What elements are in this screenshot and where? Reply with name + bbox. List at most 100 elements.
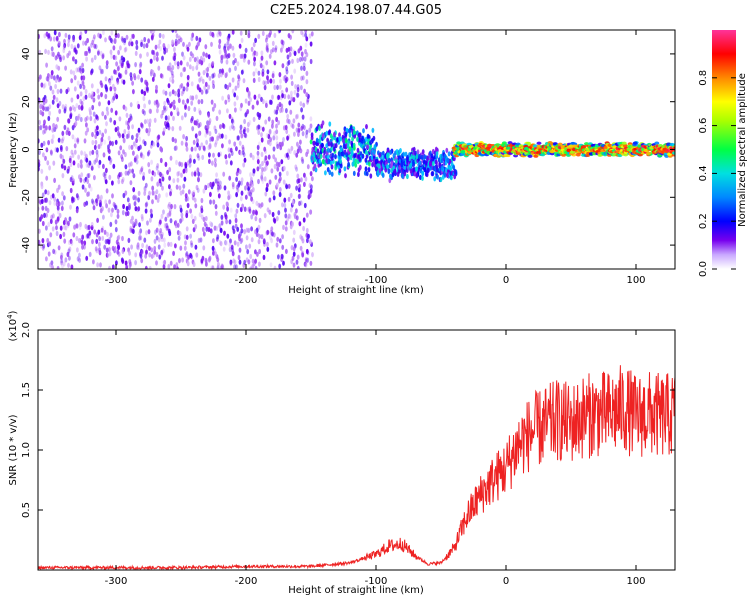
heatmap-cell — [272, 135, 276, 141]
heatmap-cell — [228, 219, 232, 225]
heatmap-cell — [272, 146, 276, 152]
heatmap-cell — [85, 162, 89, 168]
heatmap-cell — [189, 154, 192, 160]
spectrogram-y-label: Frequency (Hz) — [8, 112, 19, 188]
heatmap-cell — [231, 123, 234, 130]
heatmap-cell — [281, 244, 285, 250]
heatmap-cell — [401, 173, 404, 179]
heatmap-cell — [318, 138, 321, 144]
heatmap-cell — [179, 72, 183, 78]
heatmap-cell — [269, 49, 273, 55]
heatmap-cell — [70, 240, 74, 246]
heatmap-cell — [168, 62, 172, 68]
heatmap-cell — [45, 125, 48, 131]
heatmap-cell — [85, 200, 89, 206]
heatmap-cell — [334, 142, 338, 149]
heatmap-cell — [324, 170, 327, 176]
heatmap-cell — [365, 124, 368, 130]
heatmap-cell — [163, 242, 167, 248]
heatmap-cell — [278, 101, 282, 108]
heatmap-cell — [284, 124, 288, 131]
heatmap-cell — [378, 168, 382, 174]
heatmap-cell — [128, 263, 132, 269]
heatmap-cell — [186, 202, 190, 209]
heatmap-cell — [218, 31, 222, 37]
heatmap-cell — [148, 168, 151, 174]
heatmap-cell — [278, 263, 282, 269]
heatmap-cell — [302, 102, 306, 108]
heatmap-cell — [59, 56, 62, 63]
heatmap-cell — [119, 171, 123, 177]
heatmap-cell — [213, 125, 217, 131]
heatmap-cell — [228, 246, 232, 253]
heatmap-cell — [452, 164, 456, 171]
heatmap-cell — [98, 129, 102, 135]
heatmap-cell — [104, 76, 108, 82]
heatmap-cell — [271, 123, 274, 129]
heatmap-cell — [57, 65, 61, 71]
heatmap-cell — [231, 88, 235, 94]
heatmap-cell — [134, 195, 138, 201]
heatmap-cell — [285, 87, 289, 93]
heatmap-cell — [197, 155, 201, 161]
heatmap-cell — [227, 195, 231, 201]
heatmap-cell — [122, 79, 126, 85]
heatmap-cell — [204, 44, 208, 50]
heatmap-cell — [62, 47, 66, 54]
heatmap-cell — [250, 226, 254, 232]
heatmap-cell — [146, 51, 149, 57]
heatmap-cell — [220, 54, 224, 60]
heatmap-cell — [97, 50, 100, 56]
heatmap-cell — [250, 237, 254, 243]
heatmap-cell — [84, 223, 88, 229]
heatmap-cell — [257, 239, 261, 245]
heatmap-cell — [174, 138, 178, 144]
heatmap-cell — [231, 77, 235, 83]
heatmap-cell — [75, 223, 79, 229]
heatmap-cell — [52, 51, 55, 58]
heatmap-cell — [234, 85, 238, 91]
heatmap-cell — [202, 70, 206, 76]
heatmap-cell — [168, 184, 171, 190]
heatmap-cell — [295, 166, 298, 172]
heatmap-cell — [358, 132, 362, 138]
heatmap-cell — [227, 33, 231, 39]
heatmap-cell — [244, 112, 248, 118]
heatmap-cell — [138, 136, 142, 142]
heatmap-cell — [226, 35, 230, 42]
heatmap-cell — [59, 76, 62, 82]
heatmap-cell — [181, 99, 185, 105]
heatmap-cell — [231, 181, 235, 188]
heatmap-cell — [42, 152, 45, 158]
heatmap-cell — [294, 164, 298, 170]
heatmap-cell — [221, 54, 224, 60]
heatmap-cell — [48, 104, 52, 110]
heatmap-cell — [286, 152, 289, 158]
heatmap-cell — [150, 213, 154, 219]
heatmap-cell — [313, 157, 317, 163]
heatmap-cell — [149, 30, 153, 34]
heatmap-cell — [284, 207, 287, 213]
heatmap-cell — [185, 251, 189, 257]
heatmap-cell — [118, 116, 122, 122]
heatmap-cell — [297, 122, 301, 128]
heatmap-cell — [98, 65, 102, 71]
heatmap-cell — [436, 174, 439, 180]
heatmap-cell — [136, 242, 140, 248]
heatmap-cell — [291, 58, 294, 64]
heatmap-cell — [296, 84, 300, 90]
heatmap-cell — [143, 90, 147, 96]
heatmap-cell — [188, 41, 191, 47]
heatmap-cell — [282, 260, 285, 266]
heatmap-cell — [249, 97, 253, 103]
heatmap-cell — [197, 41, 200, 47]
heatmap-cell — [162, 237, 166, 243]
heatmap-cell — [202, 231, 206, 237]
heatmap-cell — [145, 128, 149, 134]
heatmap-cell — [156, 142, 160, 148]
heatmap-cell — [121, 248, 125, 254]
heatmap-cell — [167, 83, 171, 89]
heatmap-cell — [412, 146, 416, 152]
heatmap-cell — [46, 160, 50, 166]
heatmap-cell — [70, 97, 74, 103]
